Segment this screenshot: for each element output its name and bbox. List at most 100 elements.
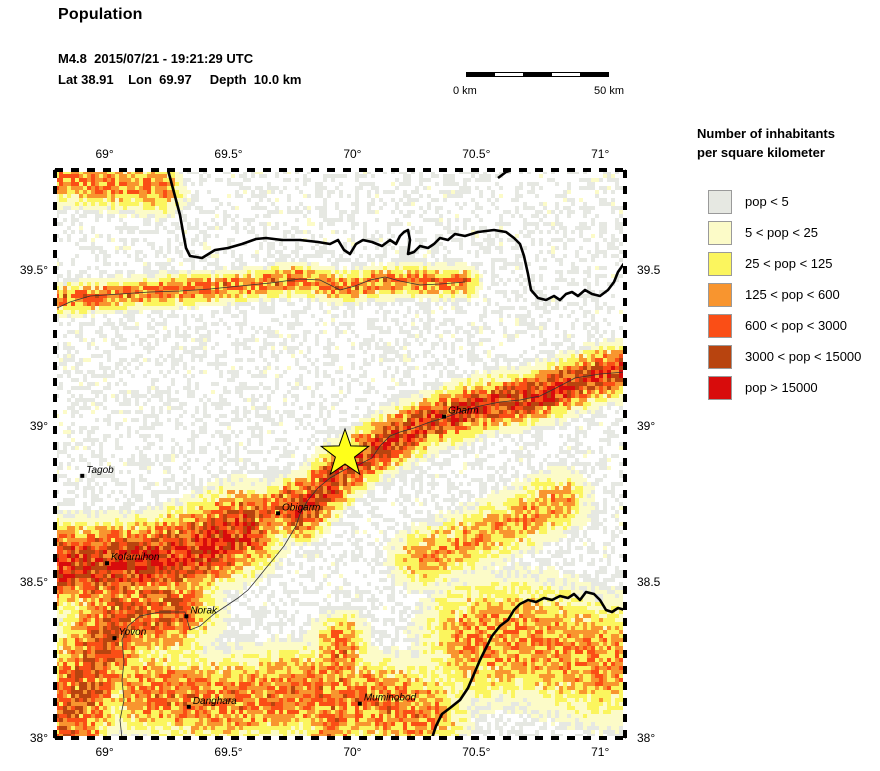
population-cell: [551, 254, 555, 258]
population-cell: [479, 190, 483, 194]
population-cell: [111, 298, 115, 302]
population-cell: [531, 346, 535, 350]
population-cell: [83, 338, 87, 342]
population-cell: [443, 318, 447, 322]
population-cell: [399, 250, 403, 254]
population-cell: [415, 338, 419, 342]
population-cell: [487, 198, 491, 202]
population-cell: [563, 206, 567, 210]
population-cell: [203, 290, 207, 294]
population-cell: [79, 246, 83, 250]
population-cell: [271, 318, 275, 322]
population-cell: [523, 246, 527, 250]
population-cell: [107, 286, 111, 290]
population-cell: [399, 290, 403, 294]
population-cell: [171, 286, 175, 290]
population-cell: [107, 234, 111, 238]
population-cell: [451, 422, 455, 426]
population-cell: [295, 254, 299, 258]
population-cell: [403, 330, 407, 334]
population-cell: [467, 402, 471, 406]
population-cell: [107, 306, 111, 310]
population-cell: [507, 210, 511, 214]
population-cell: [199, 282, 203, 286]
population-cell: [91, 398, 95, 402]
population-cell: [407, 254, 411, 258]
population-cell: [355, 190, 359, 194]
population-cell: [351, 202, 355, 206]
population-cell: [159, 198, 163, 202]
population-cell: [427, 430, 431, 434]
population-cell: [579, 306, 583, 310]
population-cell: [435, 218, 439, 222]
population-cell: [327, 338, 331, 342]
population-cell: [87, 290, 91, 294]
population-cell: [431, 342, 435, 346]
population-cell: [527, 190, 531, 194]
population-cell: [227, 182, 231, 186]
population-cell: [159, 410, 163, 414]
population-cell: [479, 178, 483, 182]
population-cell: [343, 274, 347, 278]
population-cell: [263, 402, 267, 406]
population-cell: [619, 406, 623, 410]
population-cell: [399, 378, 403, 382]
population-cell: [443, 302, 447, 306]
population-cell: [447, 210, 451, 214]
population-cell: [427, 302, 431, 306]
population-cell: [67, 278, 71, 282]
population-cell: [363, 362, 367, 366]
population-cell: [371, 386, 375, 390]
population-cell: [407, 306, 411, 310]
population-cell: [119, 210, 123, 214]
population-cell: [259, 430, 263, 434]
population-cell: [59, 182, 63, 186]
population-cell: [323, 198, 327, 202]
population-cell: [555, 278, 559, 282]
population-cell: [559, 354, 563, 358]
population-cell: [275, 210, 279, 214]
population-cell: [127, 390, 131, 394]
population-cell: [59, 290, 63, 294]
population-cell: [175, 194, 179, 198]
population-cell: [103, 190, 107, 194]
population-cell: [563, 198, 567, 202]
population-cell: [79, 182, 83, 186]
population-cell: [367, 266, 371, 270]
population-cell: [611, 394, 615, 398]
population-cell: [247, 218, 251, 222]
population-cell: [383, 354, 387, 358]
population-cell: [315, 334, 319, 338]
population-cell: [463, 290, 467, 294]
population-cell: [287, 298, 291, 302]
population-cell: [343, 230, 347, 234]
population-cell: [587, 350, 591, 354]
population-cell: [231, 430, 235, 434]
population-cell: [167, 370, 171, 374]
population-cell: [395, 430, 399, 434]
population-cell: [607, 246, 611, 250]
population-cell: [531, 190, 535, 194]
population-cell: [487, 338, 491, 342]
population-cell: [283, 274, 287, 278]
population-cell: [59, 238, 63, 242]
population-cell: [575, 402, 579, 406]
population-cell: [123, 246, 127, 250]
population-cell: [263, 226, 267, 230]
population-cell: [463, 382, 467, 386]
population-cell: [535, 354, 539, 358]
population-cell: [231, 182, 235, 186]
population-cell: [167, 334, 171, 338]
population-cell: [67, 198, 71, 202]
population-cell: [407, 410, 411, 414]
population-cell: [187, 202, 191, 206]
population-cell: [175, 426, 179, 430]
population-cell: [307, 282, 311, 286]
population-cell: [423, 302, 427, 306]
population-cell: [591, 294, 595, 298]
population-cell: [539, 410, 543, 414]
population-cell: [447, 258, 451, 262]
population-cell: [423, 290, 427, 294]
population-cell: [259, 270, 263, 274]
population-cell: [79, 290, 83, 294]
